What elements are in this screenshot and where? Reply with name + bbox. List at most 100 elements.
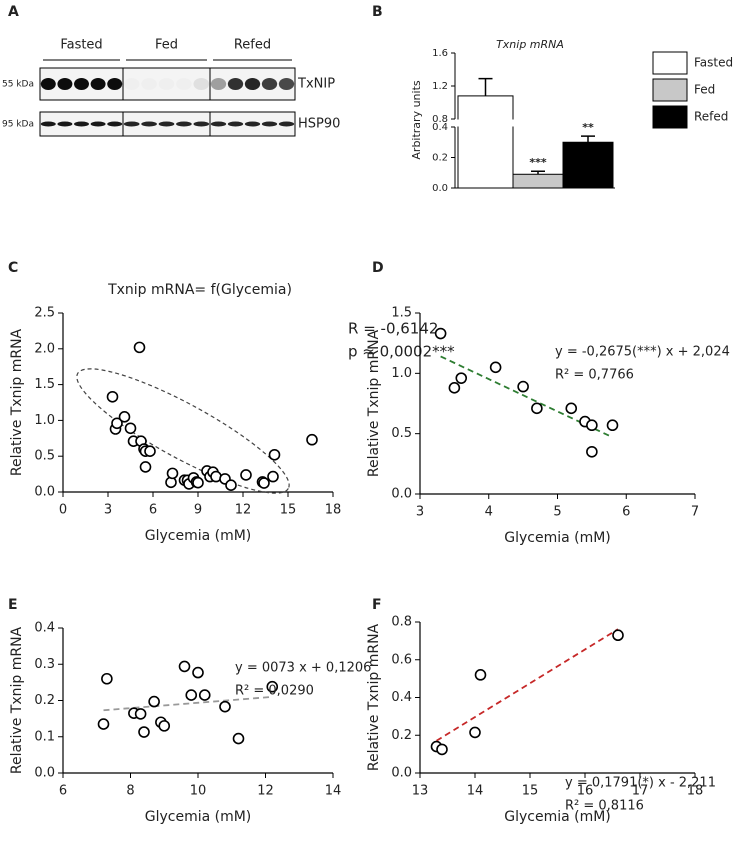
band: [74, 78, 89, 90]
panel-letter: D: [372, 260, 384, 276]
y-tick-label: 0.4: [432, 122, 448, 133]
data-point: [225, 479, 237, 491]
data-point: [178, 660, 191, 673]
y-tick-label: 0.4: [391, 690, 412, 705]
panel-letter: E: [8, 597, 18, 613]
axis-break: [457, 119, 514, 127]
data-point: [144, 445, 156, 457]
x-tick-label: 6: [59, 784, 67, 799]
y-axis-label: Relative Txnip mRNA: [366, 329, 382, 477]
data-point: [118, 411, 131, 423]
legend-label: Fasted: [694, 56, 733, 70]
data-point: [436, 743, 448, 756]
blot-box: [122, 67, 211, 101]
band: [141, 78, 157, 90]
data-point: [474, 669, 487, 681]
data-point: [267, 470, 279, 483]
annotation: R² = 0,8116: [565, 799, 644, 814]
error-bar: [478, 77, 493, 96]
y-tick-label: 1.6: [432, 48, 448, 59]
band: [193, 121, 210, 127]
y-axis-label: Arbitrary units: [410, 80, 423, 160]
trend-line: [103, 695, 273, 712]
band: [193, 78, 210, 90]
y-axis-label: Relative Txnip mRNA: [9, 328, 25, 476]
x-axis-label: Glycemia (mM): [145, 528, 252, 544]
y-tick-label: 0.0: [391, 766, 412, 781]
y-tick-label: 2.5: [34, 306, 55, 321]
x-tick-label: 12: [257, 784, 274, 799]
y-tick-label: 0.2: [391, 728, 412, 743]
y-axis-label: Relative Txnip mRNA: [366, 623, 382, 771]
y-tick-label: 1.0: [34, 413, 55, 428]
data-point: [101, 672, 113, 685]
y-tick-label: 0.0: [34, 766, 55, 781]
band: [244, 121, 261, 127]
panel-letter: F: [372, 597, 382, 613]
y-tick-label: 0.5: [34, 449, 55, 464]
y-tick-label: 0.0: [432, 183, 448, 194]
annotation: p ≈ 0,0002***: [348, 343, 455, 361]
band: [159, 78, 175, 90]
y-tick-label: 0.8: [391, 615, 412, 630]
band: [107, 78, 123, 90]
data-point: [158, 720, 171, 732]
band: [123, 121, 140, 127]
annotation: R² = 0,0290: [235, 684, 314, 699]
data-point: [531, 402, 543, 415]
x-tick-label: 0: [59, 503, 67, 518]
x-tick-label: 9: [194, 503, 202, 518]
band: [210, 78, 227, 90]
x-tick-label: 15: [280, 503, 297, 518]
data-point: [198, 689, 211, 701]
band: [244, 78, 261, 90]
data-point: [185, 689, 198, 701]
x-tick-label: 4: [485, 505, 493, 520]
x-tick-label: 12: [235, 503, 252, 518]
y-tick-label: 1.5: [391, 306, 412, 321]
data-point: [192, 476, 204, 489]
data-point: [606, 419, 619, 432]
data-point: [192, 666, 204, 679]
group-label: Fasted: [60, 38, 102, 53]
data-point: [106, 390, 119, 403]
x-tick-label: 14: [467, 784, 484, 799]
marker-size: 55 kDa: [2, 80, 34, 90]
data-point: [586, 445, 598, 458]
x-tick-label: 18: [325, 503, 342, 518]
band: [278, 78, 295, 90]
data-point: [434, 327, 447, 340]
band: [74, 121, 89, 127]
x-tick-label: 14: [325, 784, 342, 799]
bar: [562, 141, 614, 189]
x-tick-label: 3: [416, 505, 424, 520]
data-point: [139, 461, 152, 473]
x-tick-label: 10: [190, 784, 207, 799]
data-point: [138, 726, 150, 738]
chart-title: Txnip mRNA: [496, 38, 564, 51]
error-bar: [581, 135, 595, 143]
band: [124, 78, 140, 90]
band: [278, 121, 295, 127]
y-tick-label: 0.5: [391, 426, 412, 441]
data-point: [306, 433, 318, 446]
data-point: [97, 718, 110, 730]
legend-swatch: [652, 78, 688, 102]
annotation: R = -0,6142: [348, 320, 438, 338]
x-tick-label: 8: [126, 784, 134, 799]
x-axis-label: Glycemia (mM): [145, 809, 252, 825]
band: [227, 121, 244, 127]
y-tick-label: 1.0: [391, 366, 412, 381]
data-point: [455, 372, 468, 384]
data-point: [489, 361, 502, 374]
band: [141, 121, 157, 127]
data-point: [124, 422, 137, 435]
bar: [457, 95, 514, 189]
y-tick-label: 1.5: [34, 377, 55, 392]
panel-letter: C: [8, 260, 18, 276]
data-point: [586, 419, 598, 432]
x-tick-label: 7: [691, 505, 699, 520]
y-tick-label: 0.6: [391, 652, 412, 667]
y-tick-label: 0.3: [34, 657, 55, 672]
y-tick-label: 0.1: [34, 729, 55, 744]
